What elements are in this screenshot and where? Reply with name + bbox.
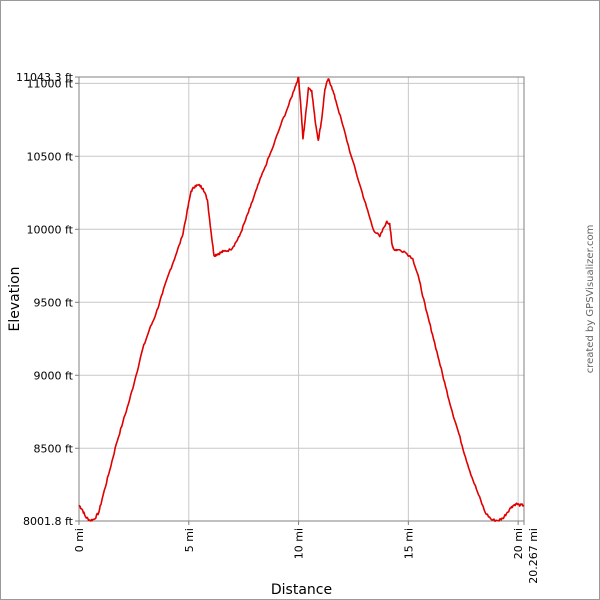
series-layer: [78, 76, 525, 522]
y-tick-label: 11000 ft: [27, 77, 74, 90]
y-tick-label: 8500 ft: [34, 442, 74, 455]
x-tick-label: 20 mi: [512, 528, 525, 559]
x-tick-label: 0 mi: [73, 528, 86, 552]
x-tick-label: 10 mi: [293, 528, 306, 559]
y-tick-label: 9000 ft: [34, 369, 74, 382]
plot-area-border: [78, 76, 525, 522]
y-tick-label: 9500 ft: [34, 296, 74, 309]
y-tick-label: 8001.8 ft: [23, 515, 74, 528]
credit-text: created by GPSVisualizer.com: [585, 225, 596, 374]
x-tick-label: 15 mi: [402, 528, 415, 559]
grid-layer: [79, 77, 524, 521]
y-axis-title: Elevation: [7, 266, 23, 331]
elevation-profile-line: [78, 76, 525, 522]
x-tick-label: 20.267 mi: [527, 528, 540, 584]
x-tick-label: 5 mi: [183, 528, 196, 552]
x-axis-title: Distance: [271, 582, 332, 598]
y-tick-label: 10500 ft: [27, 150, 74, 163]
y-tick-label: 11043.3 ft: [16, 71, 74, 84]
y-tick-label: 10000 ft: [27, 223, 74, 236]
